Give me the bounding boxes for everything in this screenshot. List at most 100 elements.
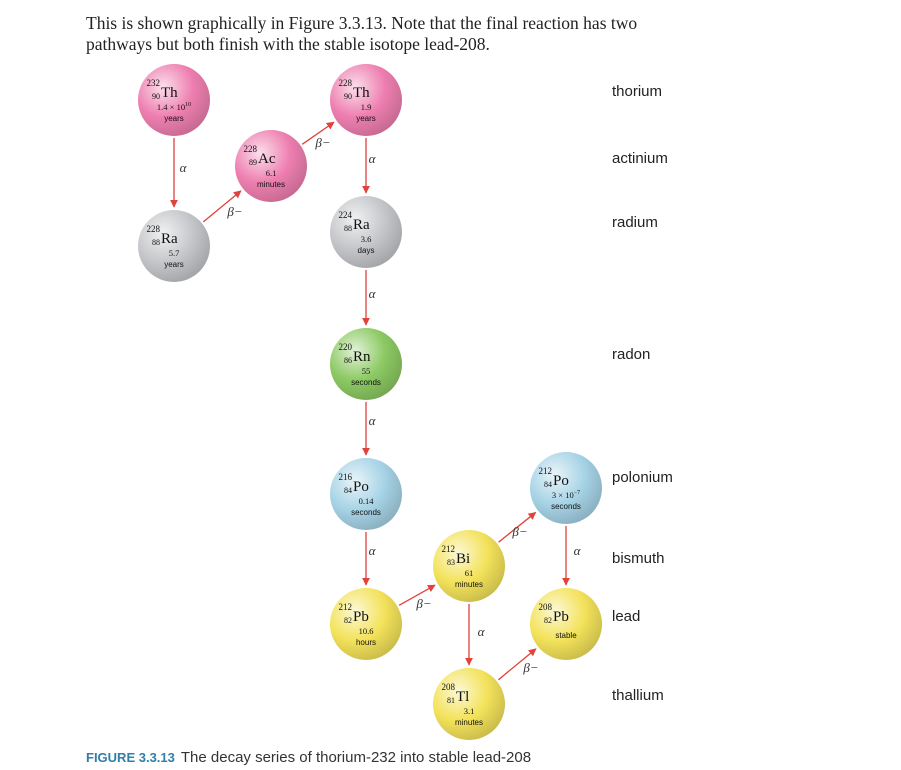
svg-text:Tl: Tl — [456, 689, 469, 705]
decay-mode-label: β− — [522, 660, 538, 675]
svg-text:232: 232 — [147, 78, 161, 88]
svg-text:Po: Po — [553, 473, 569, 489]
svg-text:years: years — [356, 114, 376, 123]
svg-text:Pb: Pb — [553, 609, 569, 625]
nuclide-ra228: 228 88 Ra5.7 years — [138, 210, 210, 282]
decay-mode-label: β− — [226, 204, 242, 219]
svg-text:Pb: Pb — [353, 609, 369, 625]
decay-mode-label: β− — [314, 135, 330, 150]
decay-arrow-ra228-ac228 — [202, 190, 242, 223]
svg-text:Ra: Ra — [353, 217, 370, 233]
svg-text:Ac: Ac — [258, 151, 276, 167]
nuclide-ra224: 224 88 Ra3.6 days — [330, 196, 402, 268]
decay-mode-label: α — [369, 286, 377, 301]
svg-text:Po: Po — [353, 479, 369, 495]
svg-text:0.14: 0.14 — [359, 496, 375, 506]
svg-text:Th: Th — [353, 85, 370, 101]
svg-text:1.4 × 1010: 1.4 × 1010 — [157, 102, 191, 112]
decay-mode-label: β− — [511, 524, 527, 539]
row-label-actinium: actinium — [612, 150, 668, 167]
intro-line-1: This is shown graphically in Figure 3.3.… — [86, 13, 638, 33]
svg-text:86: 86 — [344, 356, 352, 365]
svg-text:208: 208 — [442, 682, 456, 692]
svg-text:1.9: 1.9 — [361, 102, 372, 112]
nuclide-ac228: 228 89 Ac6.1 minutes — [235, 130, 307, 202]
svg-text:10.6: 10.6 — [359, 626, 374, 636]
svg-text:88: 88 — [152, 238, 160, 247]
svg-text:minutes: minutes — [455, 580, 483, 589]
svg-text:seconds: seconds — [351, 378, 381, 387]
decay-arrow-tl208-pb208 — [497, 648, 537, 681]
decay-mode-label: α — [180, 160, 188, 175]
svg-text:88: 88 — [344, 224, 352, 233]
decay-mode-label: α — [478, 624, 486, 639]
svg-text:years: years — [164, 260, 184, 269]
svg-text:83: 83 — [447, 558, 455, 567]
decay-arrow-bi212-po212 — [498, 511, 537, 543]
row-label-thallium: thallium — [612, 687, 664, 704]
figure-caption: FIGURE 3.3.13 The decay series of thorium… — [86, 749, 531, 766]
row-label-lead: lead — [612, 608, 641, 625]
svg-text:days: days — [358, 246, 375, 255]
svg-text:84: 84 — [544, 480, 552, 489]
svg-text:208: 208 — [539, 602, 553, 612]
svg-text:hours: hours — [356, 638, 376, 647]
svg-text:Th: Th — [161, 85, 178, 101]
svg-text:220: 220 — [339, 342, 353, 352]
svg-text:61: 61 — [465, 568, 474, 578]
svg-text:228: 228 — [147, 224, 161, 234]
svg-text:seconds: seconds — [551, 502, 581, 511]
svg-text:stable: stable — [555, 631, 577, 640]
svg-text:216: 216 — [339, 472, 353, 482]
svg-text:89: 89 — [249, 158, 257, 167]
svg-text:84: 84 — [344, 486, 352, 495]
svg-text:90: 90 — [152, 92, 160, 101]
svg-text:5.7: 5.7 — [169, 248, 180, 258]
decay-arrow-ac228-th228 — [301, 121, 335, 145]
svg-text:81: 81 — [447, 696, 455, 705]
svg-text:90: 90 — [344, 92, 352, 101]
svg-text:55: 55 — [362, 366, 371, 376]
svg-text:3.1: 3.1 — [464, 706, 475, 716]
svg-text:years: years — [164, 114, 184, 123]
decay-mode-label: α — [369, 413, 377, 428]
svg-text:224: 224 — [339, 210, 353, 220]
svg-text:minutes: minutes — [257, 180, 285, 189]
nuclide-tl208: 208 81 Tl3.1 minutes — [433, 668, 505, 740]
svg-text:Bi: Bi — [456, 551, 470, 567]
intro-text: This is shown graphically in Figure 3.3.… — [86, 13, 846, 55]
svg-text:seconds: seconds — [351, 508, 381, 517]
nuclide-po212: 212 84 Po3 × 10−7 seconds — [530, 452, 602, 524]
nuclide-pb208: 208 82 Pb stable — [530, 588, 602, 660]
decay-arrow-pb212-bi212 — [398, 584, 436, 606]
svg-text:212: 212 — [442, 544, 456, 554]
decay-arrows: α β− β− α α α α β− β− α α β− — [170, 121, 582, 681]
svg-text:minutes: minutes — [455, 718, 483, 727]
row-label-radium: radium — [612, 214, 658, 231]
nuclide-th228: 228 90 Th1.9 years — [330, 64, 402, 136]
svg-text:228: 228 — [339, 78, 353, 88]
svg-text:3 × 10−7: 3 × 10−7 — [552, 490, 580, 500]
nuclide-th232: 232 90 Th1.4 × 1010 years — [138, 64, 210, 136]
svg-text:82: 82 — [344, 616, 352, 625]
decay-mode-label: β− — [415, 596, 431, 611]
decay-mode-label: α — [574, 543, 582, 558]
svg-text:Ra: Ra — [161, 231, 178, 247]
svg-text:82: 82 — [544, 616, 552, 625]
svg-text:6.1: 6.1 — [266, 168, 277, 178]
figure-label: FIGURE 3.3.13 — [86, 750, 175, 765]
svg-text:3.6: 3.6 — [361, 234, 372, 244]
figure-caption-text: The decay series of thorium-232 into sta… — [180, 749, 532, 766]
svg-text:Rn: Rn — [353, 349, 371, 365]
intro-line-2: pathways but both finish with the stable… — [86, 34, 490, 54]
svg-text:212: 212 — [339, 602, 353, 612]
row-label-polonium: polonium — [612, 469, 673, 486]
row-label-bismuth: bismuth — [612, 550, 665, 567]
decay-mode-label: α — [369, 543, 377, 558]
nuclide-po216: 216 84 Po0.14 seconds — [330, 458, 402, 530]
